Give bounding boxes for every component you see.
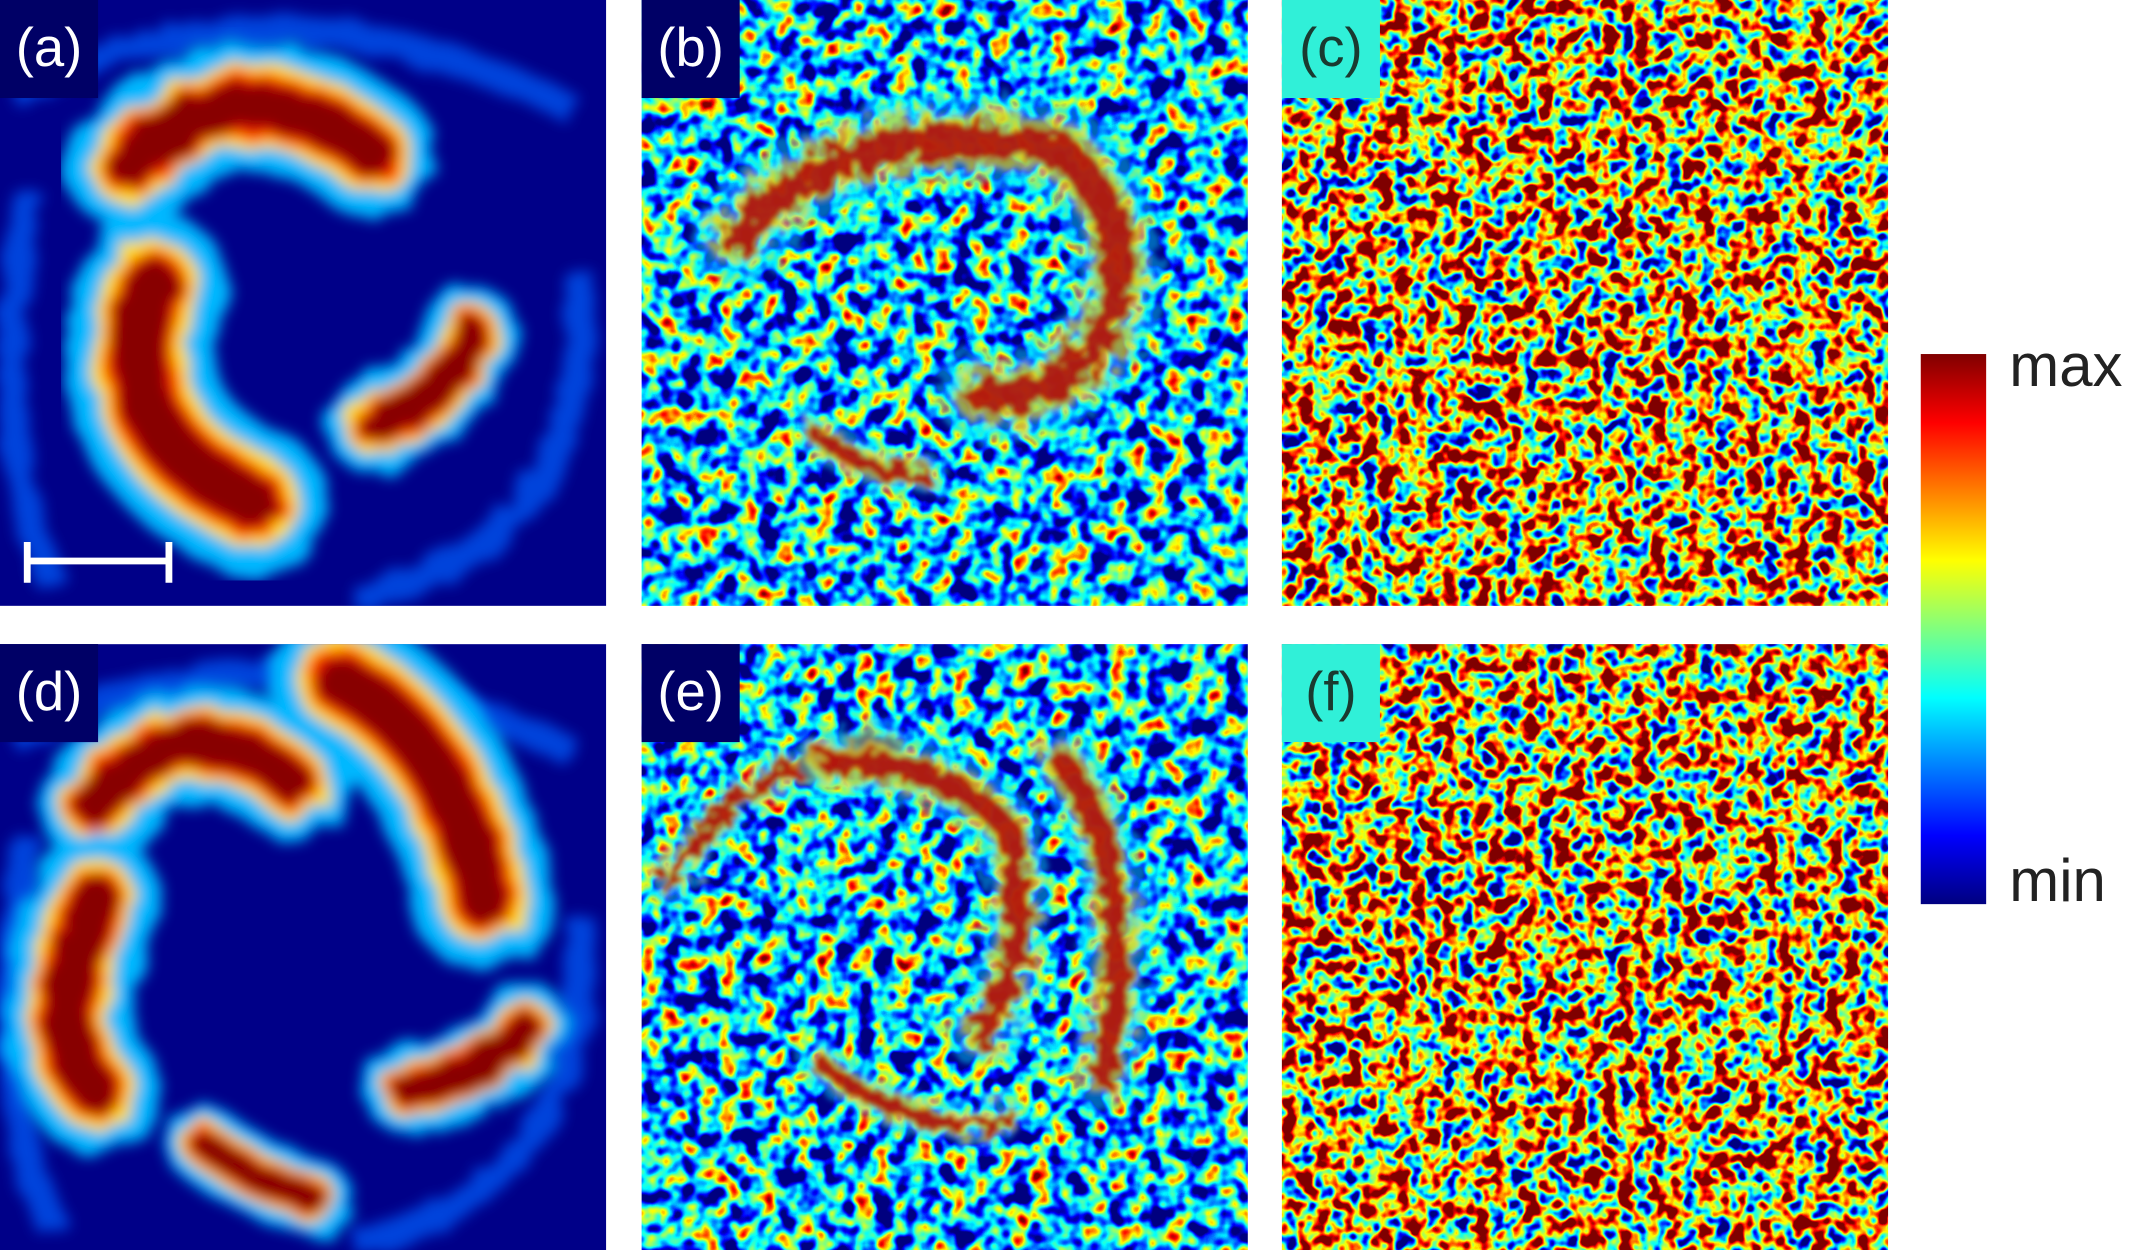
intensity: [2, 644, 571, 1238]
panel: (d): [0, 644, 607, 1250]
ring: [0, 188, 68, 593]
panel: (c): [1281, 0, 1889, 606]
panel: (b): [641, 0, 1248, 606]
colorbar-max: max: [2009, 332, 2122, 399]
core: [74, 722, 314, 825]
colorbar-min: min: [2009, 847, 2106, 914]
core: [392, 1011, 541, 1106]
label-box: [0, 644, 99, 743]
core: [190, 1129, 328, 1213]
core: [45, 875, 119, 1113]
colorbar: [1920, 354, 1987, 905]
intensity: [690, 95, 1164, 498]
panel-label: (c): [1299, 17, 1363, 78]
label-box: [641, 0, 740, 99]
panel-image: [1281, 0, 1889, 606]
panels: (a) (b) (c) (d) (e) (f): [0, 0, 1889, 1250]
ring: [350, 271, 596, 606]
core: [719, 123, 1135, 414]
core: [1050, 750, 1129, 1088]
core: [809, 1054, 1016, 1131]
core: [106, 83, 394, 187]
core: [113, 259, 279, 528]
intensity: [646, 721, 1150, 1145]
ring: [350, 915, 596, 1250]
panel-image: [0, 644, 607, 1250]
label-box: [0, 0, 99, 99]
core: [809, 428, 934, 485]
panel-image: [1281, 644, 1889, 1250]
intensity: [64, 40, 520, 577]
core: [818, 750, 1030, 1047]
panel-label: (b): [657, 17, 724, 78]
panel: (e): [641, 644, 1248, 1250]
core: [315, 655, 510, 925]
panel-label: (f): [1305, 661, 1356, 722]
panel-label: (d): [16, 661, 83, 722]
panel-image: [641, 0, 1248, 606]
panel-image: [641, 644, 1248, 1250]
speckle: [1281, 0, 1889, 606]
label-box: [1281, 644, 1380, 743]
core: [357, 316, 488, 443]
label-box: [641, 644, 740, 743]
panel-label: (e): [657, 661, 724, 722]
panel-label: (a): [16, 17, 83, 78]
panel: (a): [0, 0, 607, 606]
label-box: [1281, 0, 1380, 99]
panel: (f): [1281, 644, 1889, 1250]
panel-image: [0, 0, 607, 606]
speckle: [1281, 644, 1889, 1250]
